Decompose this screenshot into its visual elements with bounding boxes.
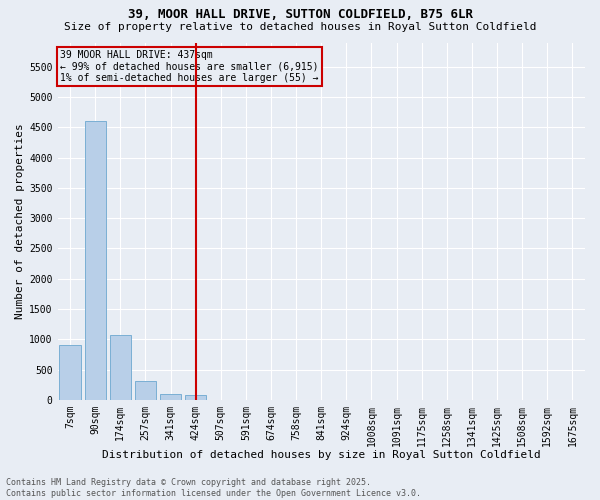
- Bar: [110, 334, 131, 400]
- Bar: [160, 394, 181, 400]
- Text: Size of property relative to detached houses in Royal Sutton Coldfield: Size of property relative to detached ho…: [64, 22, 536, 32]
- X-axis label: Distribution of detached houses by size in Royal Sutton Coldfield: Distribution of detached houses by size …: [102, 450, 541, 460]
- Bar: [185, 396, 206, 400]
- Bar: [59, 346, 81, 400]
- Bar: [135, 382, 156, 400]
- Y-axis label: Number of detached properties: Number of detached properties: [15, 124, 25, 319]
- Text: 39, MOOR HALL DRIVE, SUTTON COLDFIELD, B75 6LR: 39, MOOR HALL DRIVE, SUTTON COLDFIELD, B…: [128, 8, 473, 20]
- Text: Contains HM Land Registry data © Crown copyright and database right 2025.
Contai: Contains HM Land Registry data © Crown c…: [6, 478, 421, 498]
- Bar: [85, 121, 106, 400]
- Text: 39 MOOR HALL DRIVE: 437sqm
← 99% of detached houses are smaller (6,915)
1% of se: 39 MOOR HALL DRIVE: 437sqm ← 99% of deta…: [60, 50, 319, 83]
